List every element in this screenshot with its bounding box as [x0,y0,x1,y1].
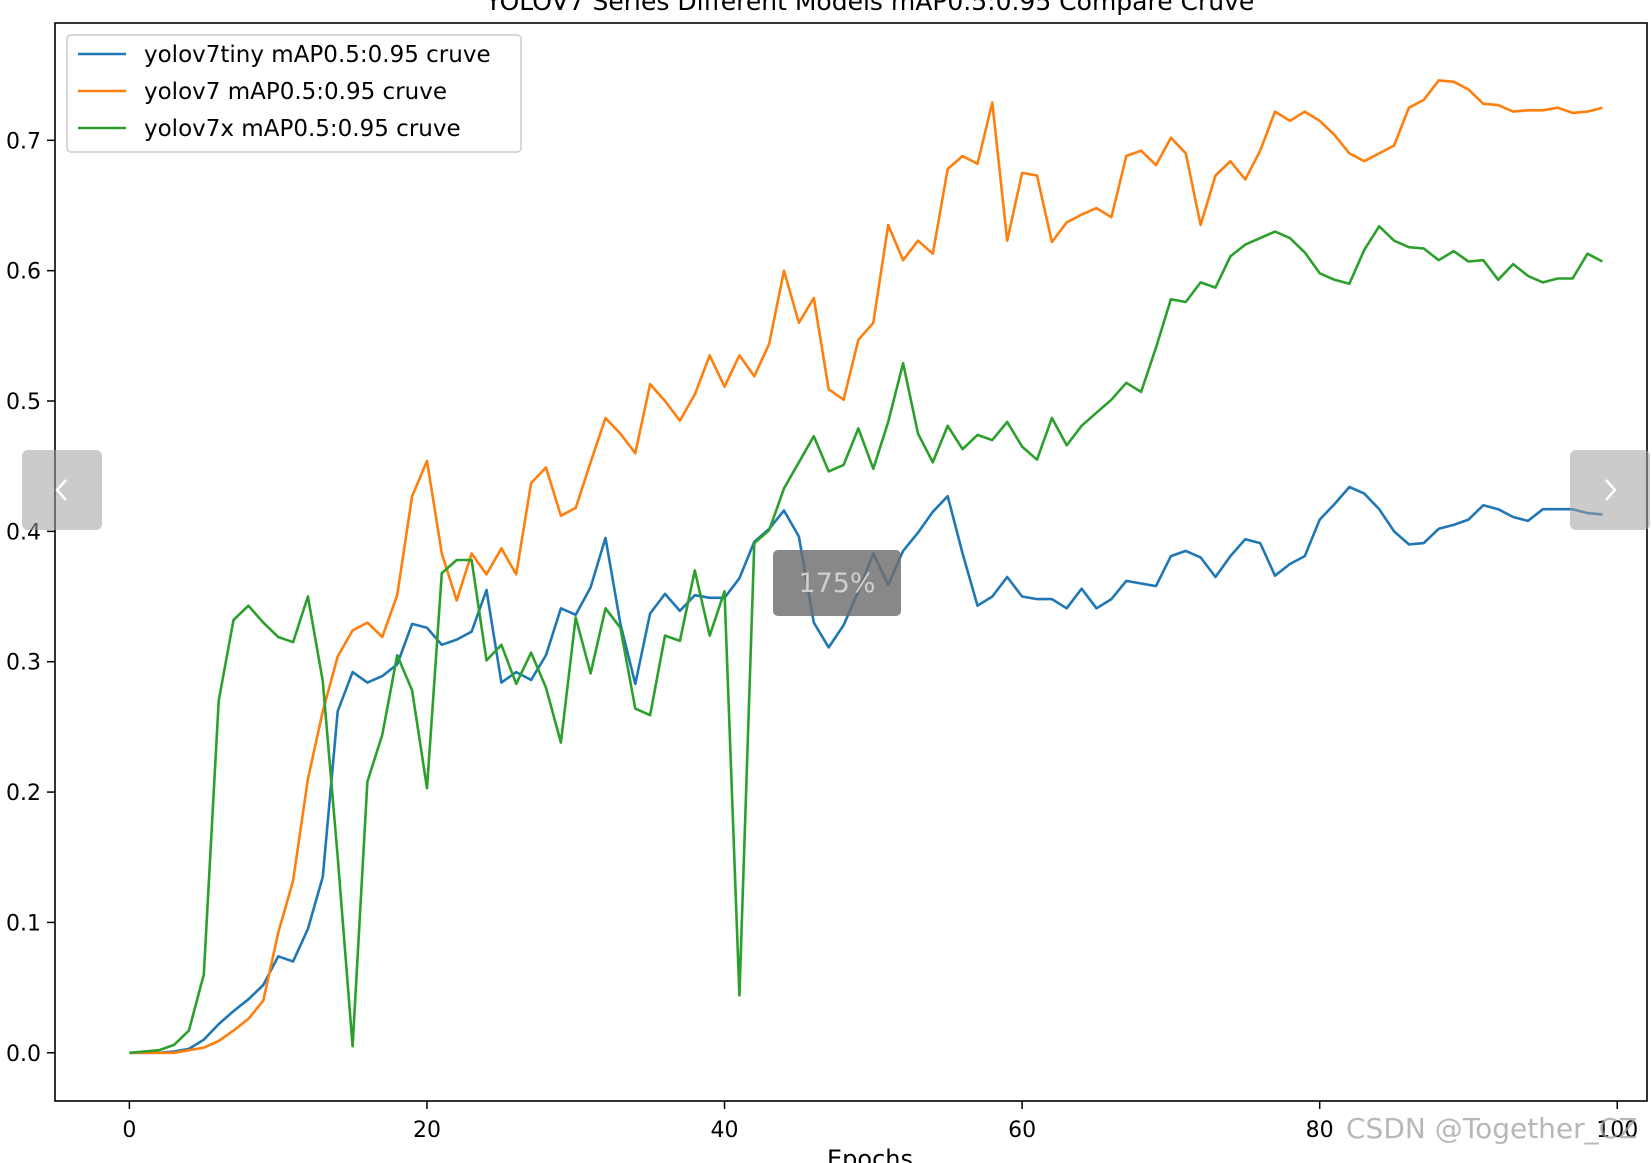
y-tick-label-7: 0.7 [6,129,41,154]
chevron-right-icon [1605,479,1617,501]
x-tick-label-1: 20 [413,1118,441,1143]
y-tick-label-1: 0.1 [6,911,41,936]
legend-label-2: yolov7x mAP0.5:0.95 cruve [144,116,461,142]
x-tick-label-3: 60 [1008,1118,1036,1143]
legend-label-1: yolov7 mAP0.5:0.95 cruve [144,79,447,105]
prev-image-button[interactable] [22,450,102,530]
x-axis-ticks: 0 20 40 60 80 100 [122,1101,1638,1143]
y-tick-label-2: 0.2 [6,781,41,806]
x-tick-label-0: 0 [122,1118,136,1143]
legend: yolov7tiny mAP0.5:0.95 cruve yolov7 mAP0.… [66,34,522,153]
x-tick-label-2: 40 [711,1118,739,1143]
watermark: CSDN @Together_CZ [1346,1112,1638,1145]
chevron-left-icon [55,479,67,501]
series-line-2 [129,225,1604,1055]
y-tick-label-0: 0.0 [6,1042,41,1067]
legend-label-0: yolov7tiny mAP0.5:0.95 cruve [144,42,491,68]
y-tick-label-6: 0.6 [6,260,41,285]
x-tick-label-5: 100 [1596,1118,1638,1143]
y-axis-ticks: 0.00.10.20.30.40.50.60.7 [6,129,55,1067]
next-image-button[interactable] [1570,450,1650,530]
x-tick-label-4: 80 [1306,1118,1334,1143]
zoom-level-badge: 175% [773,550,901,616]
y-tick-label-3: 0.3 [6,651,41,676]
x-axis-label: Epochs [827,1145,913,1163]
legend-box [66,34,522,153]
chart-title: YOLOV7 Series Different Models mAP0.5:0.… [485,0,1255,16]
y-tick-label-5: 0.5 [6,390,41,415]
series-line-1 [129,79,1603,1055]
